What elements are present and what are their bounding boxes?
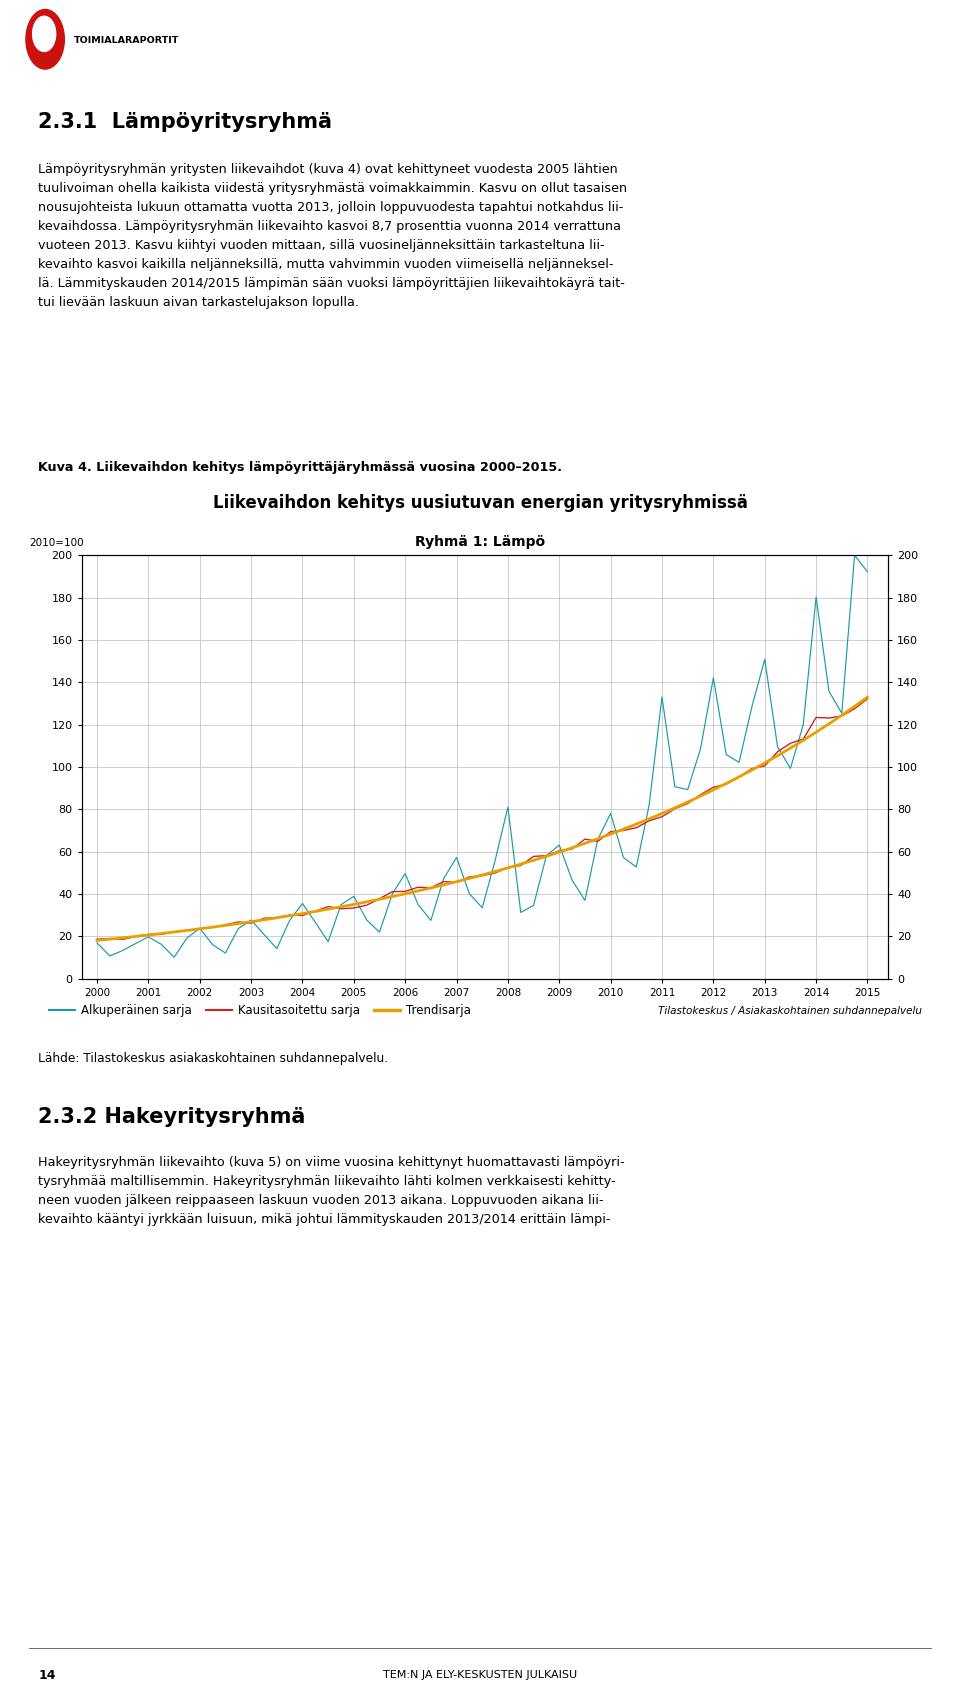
Text: Tilastokeskus / Asiakaskohtainen suhdannepalvelu: Tilastokeskus / Asiakaskohtainen suhdann… xyxy=(658,1006,922,1016)
Text: 2.3.2 Hakeyritysryhmä: 2.3.2 Hakeyritysryhmä xyxy=(38,1107,306,1128)
Text: TOIMIALARAPORTIT: TOIMIALARAPORTIT xyxy=(74,36,180,46)
Ellipse shape xyxy=(26,10,64,69)
Text: Ryhmä 1: Lämpö: Ryhmä 1: Lämpö xyxy=(415,535,545,549)
Text: 2.3.1  Lämpöyritysryhmä: 2.3.1 Lämpöyritysryhmä xyxy=(38,112,332,132)
Text: Lähde: Tilastokeskus asiakaskohtainen suhdannepalvelu.: Lähde: Tilastokeskus asiakaskohtainen su… xyxy=(38,1051,389,1065)
Text: 2010=100: 2010=100 xyxy=(29,538,84,549)
Text: Hakeyritysryhmän liikevaihto (kuva 5) on viime vuosina kehittynyt huomattavasti : Hakeyritysryhmän liikevaihto (kuva 5) on… xyxy=(38,1156,625,1226)
Text: Liikevaihdon kehitys uusiutuvan energian yritysryhmissä: Liikevaihdon kehitys uusiutuvan energian… xyxy=(212,494,748,513)
Legend: Alkuperäinen sarja, Kausitasoitettu sarja, Trendisarja: Alkuperäinen sarja, Kausitasoitettu sarj… xyxy=(44,999,475,1023)
Text: TEM:N JA ELY-KESKUSTEN JULKAISU: TEM:N JA ELY-KESKUSTEN JULKAISU xyxy=(383,1671,577,1679)
Text: Kuva 4. Liikevaihdon kehitys lämpöyrittäjäryhmässä vuosina 2000–2015.: Kuva 4. Liikevaihdon kehitys lämpöyrittä… xyxy=(38,460,563,474)
Ellipse shape xyxy=(33,17,56,51)
Text: Lämpöyritysryhmän yritysten liikevaihdot (kuva 4) ovat kehittyneet vuodesta 2005: Lämpöyritysryhmän yritysten liikevaihdot… xyxy=(38,163,628,308)
Text: 14: 14 xyxy=(38,1669,56,1681)
